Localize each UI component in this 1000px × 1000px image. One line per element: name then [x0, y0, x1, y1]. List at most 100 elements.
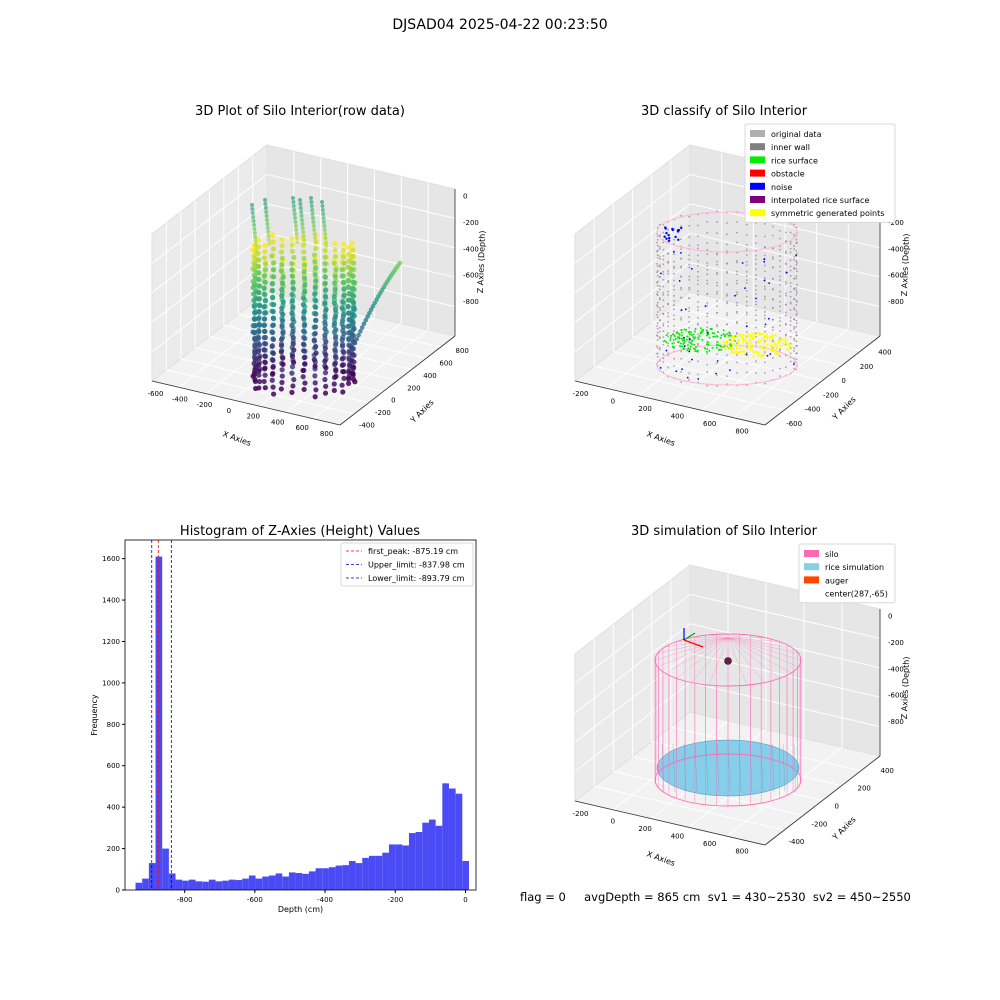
p2-noise-point [664, 227, 667, 230]
p2-inner-wall-point [795, 260, 798, 263]
p2-rice-surface-point [717, 344, 720, 347]
p1-data-point [324, 240, 328, 244]
p1-data-point [298, 202, 303, 206]
p2-inner-wall-point [789, 269, 792, 272]
p2-inner-wall-point [789, 295, 792, 298]
p1-data-point [350, 376, 357, 382]
p1-data-point [289, 353, 296, 359]
p4-rice-mesh [672, 743, 676, 793]
p2-noise-point [663, 235, 666, 238]
p2-noise-point [688, 350, 691, 353]
p2-inner-wall-point [763, 372, 766, 374]
p2-inner-wall-point [755, 314, 757, 317]
p4-silo-roof-wire [727, 637, 780, 679]
p2-inner-wall-point [784, 366, 787, 369]
p1-data-point [340, 254, 347, 260]
p4-x-tick-label: -200 [573, 810, 589, 818]
p4-x-tick-label: 600 [703, 840, 716, 848]
p1-data-point [331, 320, 338, 326]
p2-inner-wall-point [656, 244, 659, 247]
p2-inner-wall-point [667, 261, 670, 264]
p2-rice-surface-point [715, 346, 718, 349]
p1-data-point [289, 310, 295, 316]
p4-silo-roof-wire [691, 637, 729, 683]
p2-inner-wall-point [736, 279, 738, 282]
p2-inner-wall-point [771, 225, 774, 228]
p2-rice-surface-point [680, 331, 683, 334]
panel3-title: Histogram of Z-Axies (Height) Values [179, 524, 421, 539]
p1-data-point [254, 247, 259, 251]
p2-noise-point [795, 254, 798, 257]
p2-inner-wall-point [662, 231, 665, 234]
p2-rice-surface-point [687, 331, 690, 334]
panel4-title: 3D simulation of Silo Interior [631, 524, 817, 539]
p2-inner-wall-point [793, 318, 796, 321]
p1-data-point [301, 386, 307, 393]
p2-inner-wall-point [673, 299, 675, 302]
p1-data-point [265, 226, 270, 230]
p1-data-point [262, 279, 268, 285]
p2-inner-wall-point [784, 314, 787, 317]
p3-histogram-bar [375, 855, 383, 890]
p2-inner-wall-point [662, 361, 665, 363]
p2-symmetric-point [726, 346, 729, 350]
p1-data-point [256, 316, 262, 322]
p2-rice-surface-point [718, 348, 721, 351]
p2-inner-wall-point [656, 249, 659, 252]
p1-data-point [262, 267, 268, 273]
p2-symmetric-point [773, 344, 777, 347]
p2-inner-wall-point [673, 318, 675, 321]
p2-inner-wall-point [795, 334, 798, 337]
p2-noise-point [665, 231, 668, 235]
p2-inner-wall-point [795, 277, 798, 280]
p2-inner-wall-point [716, 323, 718, 326]
p3-histogram-bar [348, 861, 356, 890]
p2-inner-wall-point [662, 330, 665, 332]
p1-data-point [351, 279, 357, 285]
p2-z-tick-label: -200 [888, 219, 904, 227]
p2-inner-wall-point [779, 290, 781, 293]
p1-data-point [322, 313, 328, 319]
p4-silo-roof-wire [691, 637, 729, 639]
p1-data-point [261, 304, 267, 310]
p1-data-point [322, 300, 328, 306]
p2-inner-wall-point [793, 339, 796, 341]
p2-inner-wall-point [755, 309, 757, 312]
p2-symmetric-point [763, 341, 766, 345]
p1-data-point [332, 313, 339, 320]
p2-inner-wall-point [771, 234, 774, 237]
panel2-title: 3D classify of Silo Interior [640, 104, 808, 119]
p2-symmetric-point [759, 354, 762, 357]
p2-inner-wall-point [795, 314, 798, 316]
p2-inner-wall-point [763, 306, 766, 309]
p1-data-point [251, 370, 258, 376]
p2-symmetric-point [751, 344, 755, 347]
p1-data-point [313, 245, 319, 252]
p2-inner-wall-point [795, 344, 798, 347]
p1-data-point [312, 363, 318, 369]
p1-data-point [313, 311, 319, 317]
p2-inner-wall-point [680, 286, 683, 289]
p1-data-point [279, 255, 285, 261]
p2-inner-wall-point [658, 297, 661, 299]
p3-histogram-bar [335, 865, 343, 890]
p1-data-point [321, 216, 326, 220]
p1-data-point [280, 274, 286, 280]
p2-rice-surface-point [703, 347, 706, 350]
p1-data-point [262, 359, 268, 365]
p2-inner-wall-point [784, 262, 787, 265]
p1-data-point [300, 295, 307, 301]
p1-data-point [289, 236, 295, 242]
p2-inner-wall-point [745, 282, 748, 284]
p2-rice-surface-point [672, 333, 675, 336]
p3-histogram-bar [142, 878, 149, 890]
p2-rice-surface-point [682, 342, 685, 345]
p1-y-tick-label: 600 [439, 359, 452, 367]
p2-noise-point [704, 305, 707, 308]
p1-data-point [332, 287, 338, 293]
p2-inner-wall-point [793, 258, 796, 261]
p2-symmetric-point [742, 350, 745, 353]
p1-data-point [290, 383, 296, 389]
p1-z-tick-label: -800 [463, 298, 479, 306]
p2-inner-wall-point [779, 279, 781, 281]
